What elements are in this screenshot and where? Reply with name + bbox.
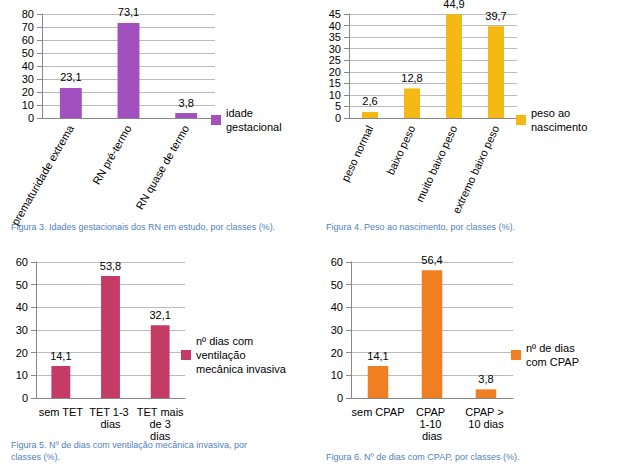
svg-text:35: 35 bbox=[329, 31, 341, 43]
svg-text:Figura 3. Idades gestacionais: Figura 3. Idades gestacionais dos RN em … bbox=[11, 222, 275, 232]
svg-text:15: 15 bbox=[329, 77, 341, 89]
svg-text:0: 0 bbox=[28, 112, 34, 124]
svg-text:extremo baixo peso: extremo baixo peso bbox=[450, 123, 501, 215]
svg-text:prematuridade extrema: prematuridade extrema bbox=[9, 122, 77, 227]
svg-text:23,1: 23,1 bbox=[60, 71, 81, 83]
svg-text:14,1: 14,1 bbox=[50, 350, 71, 362]
svg-text:0: 0 bbox=[22, 392, 28, 404]
svg-text:30: 30 bbox=[22, 73, 34, 85]
svg-text:dias: dias bbox=[422, 430, 443, 442]
svg-text:60: 60 bbox=[331, 256, 343, 268]
svg-text:40: 40 bbox=[329, 20, 341, 32]
svg-text:2,6: 2,6 bbox=[362, 95, 377, 107]
svg-text:gestacional: gestacional bbox=[226, 121, 282, 133]
svg-text:ventilação: ventilação bbox=[196, 349, 249, 361]
svg-text:3,8: 3,8 bbox=[478, 373, 493, 385]
svg-text:Figura 6. Nº de dias com CPAP,: Figura 6. Nº de dias com CPAP, por class… bbox=[326, 452, 520, 462]
svg-text:45: 45 bbox=[329, 8, 341, 20]
svg-text:Figura 5. Nº de dias com venti: Figura 5. Nº de dias com ventilação mecâ… bbox=[11, 440, 249, 450]
svg-text:muito baixo peso: muito baixo peso bbox=[413, 123, 459, 203]
svg-text:39,7: 39,7 bbox=[485, 10, 506, 22]
svg-text:RN quase de termo: RN quase de termo bbox=[133, 123, 191, 211]
svg-text:CPAP: CPAP bbox=[416, 406, 448, 418]
svg-text:nº de dias: nº de dias bbox=[526, 342, 578, 354]
svg-text:nascimento: nascimento bbox=[531, 121, 587, 133]
svg-text:nº dias com: nº dias com bbox=[196, 335, 256, 347]
svg-text:peso normal: peso normal bbox=[339, 123, 375, 183]
svg-text:5: 5 bbox=[335, 100, 341, 112]
svg-text:10 dias: 10 dias bbox=[468, 418, 504, 430]
svg-text:80: 80 bbox=[22, 8, 34, 20]
svg-text:classes (%).: classes (%). bbox=[11, 452, 60, 462]
svg-text:25: 25 bbox=[329, 54, 341, 66]
svg-text:sem TET: sem TET bbox=[39, 406, 84, 418]
svg-text:60: 60 bbox=[22, 34, 34, 46]
svg-text:TET 1-3: TET 1-3 bbox=[89, 406, 132, 418]
svg-text:50: 50 bbox=[16, 279, 28, 291]
svg-text:44,9: 44,9 bbox=[443, 0, 464, 10]
svg-text:70: 70 bbox=[22, 21, 34, 33]
svg-text:baixo peso: baixo peso bbox=[384, 123, 417, 176]
svg-text:dias: dias bbox=[150, 430, 171, 442]
svg-text:20: 20 bbox=[329, 66, 341, 78]
svg-text:40: 40 bbox=[22, 60, 34, 72]
svg-text:TET mais: TET mais bbox=[137, 406, 184, 418]
svg-text:20: 20 bbox=[22, 86, 34, 98]
svg-text:dias: dias bbox=[100, 418, 121, 430]
svg-text:de 3: de 3 bbox=[146, 418, 174, 430]
svg-text:30: 30 bbox=[16, 324, 28, 336]
svg-text:idade: idade bbox=[226, 107, 256, 119]
svg-text:Figura 4. Peso ao nascimento,: Figura 4. Peso ao nascimento, por classe… bbox=[326, 222, 515, 232]
svg-text:sem CPAP: sem CPAP bbox=[352, 406, 405, 418]
svg-text:20: 20 bbox=[331, 347, 343, 359]
svg-text:32,1: 32,1 bbox=[149, 309, 170, 321]
svg-text:0: 0 bbox=[337, 392, 343, 404]
svg-text:10: 10 bbox=[22, 99, 34, 111]
svg-text:40: 40 bbox=[16, 301, 28, 313]
svg-text:20: 20 bbox=[16, 347, 28, 359]
svg-text:RN pré-termo: RN pré-termo bbox=[90, 123, 134, 187]
svg-text:mecânica invasiva: mecânica invasiva bbox=[196, 363, 287, 375]
svg-text:10: 10 bbox=[329, 89, 341, 101]
svg-text:10: 10 bbox=[331, 369, 343, 381]
svg-text:30: 30 bbox=[331, 324, 343, 336]
svg-text:30: 30 bbox=[329, 43, 341, 55]
svg-text:50: 50 bbox=[331, 279, 343, 291]
svg-text:50: 50 bbox=[22, 47, 34, 59]
svg-text:60: 60 bbox=[16, 256, 28, 268]
svg-text:com CPAP: com CPAP bbox=[526, 356, 579, 368]
svg-text:12,8: 12,8 bbox=[401, 72, 422, 84]
svg-text:10: 10 bbox=[16, 369, 28, 381]
svg-text:73,1: 73,1 bbox=[118, 6, 139, 18]
svg-text:0: 0 bbox=[335, 112, 341, 124]
svg-text:53,8: 53,8 bbox=[100, 260, 121, 272]
svg-text:56,4: 56,4 bbox=[421, 254, 442, 266]
svg-text:1-10: 1-10 bbox=[419, 418, 444, 430]
svg-text:40: 40 bbox=[331, 301, 343, 313]
svg-text:peso ao: peso ao bbox=[531, 107, 573, 119]
svg-text:14,1: 14,1 bbox=[367, 350, 388, 362]
svg-text:3,8: 3,8 bbox=[179, 97, 194, 109]
svg-text:CPAP >: CPAP > bbox=[465, 406, 506, 418]
